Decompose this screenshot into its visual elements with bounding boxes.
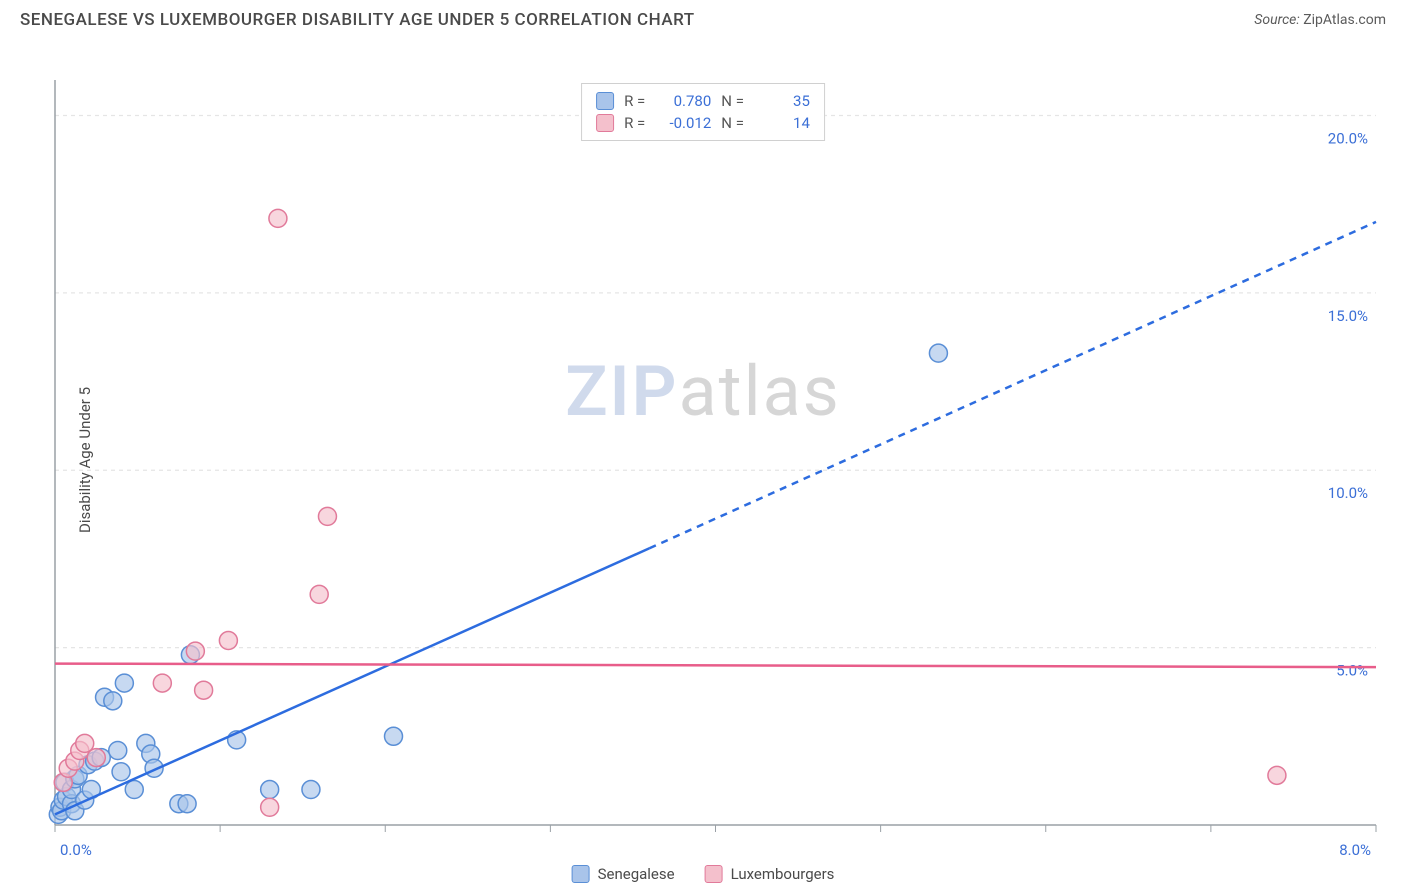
y-axis-label: Disability Age Under 5 [76, 387, 94, 533]
legend-swatch-senegalese [572, 865, 590, 883]
svg-text:10.0%: 10.0% [1328, 484, 1368, 502]
r-label: R = [624, 114, 645, 132]
legend-item-luxembourgers: Luxembourgers [705, 865, 835, 883]
svg-text:15.0%: 15.0% [1328, 307, 1368, 325]
correlation-row-luxembourgers: R = -0.012 N = 14 [596, 112, 810, 134]
correlation-legend: R = 0.780 N = 35 R = -0.012 N = 14 [581, 83, 825, 141]
series-legend: Senegalese Luxembourgers [572, 865, 835, 883]
swatch-luxembourgers [596, 114, 614, 132]
chart-container: Disability Age Under 5 5.0% 10.0% 15.0% 20.… [0, 35, 1406, 885]
n-value-senegalese: 35 [754, 92, 810, 110]
scatter-chart: 5.0% 10.0% 15.0% 20.0% 0.0% 8.0% [0, 35, 1406, 885]
legend-item-senegalese: Senegalese [572, 865, 675, 883]
svg-text:20.0%: 20.0% [1328, 129, 1368, 147]
svg-text:8.0%: 8.0% [1339, 841, 1371, 859]
source-label: Source: [1254, 12, 1299, 28]
swatch-senegalese [596, 92, 614, 110]
chart-header: SENEGALESE VS LUXEMBOURGER DISABILITY AG… [0, 0, 1406, 35]
r-value-senegalese: 0.780 [655, 92, 711, 110]
svg-text:5.0%: 5.0% [1336, 662, 1368, 680]
legend-swatch-luxembourgers [705, 865, 723, 883]
n-label: N = [721, 114, 744, 132]
legend-label-luxembourgers: Luxembourgers [731, 865, 835, 883]
source-credit: Source: ZipAtlas.com [1254, 12, 1386, 28]
legend-label-senegalese: Senegalese [598, 865, 675, 883]
n-label: N = [721, 92, 744, 110]
source-name: ZipAtlas.com [1303, 12, 1386, 28]
correlation-row-senegalese: R = 0.780 N = 35 [596, 90, 810, 112]
r-label: R = [624, 92, 645, 110]
svg-text:0.0%: 0.0% [60, 841, 92, 859]
chart-title: SENEGALESE VS LUXEMBOURGER DISABILITY AG… [20, 10, 695, 30]
r-value-luxembourgers: -0.012 [655, 114, 711, 132]
n-value-luxembourgers: 14 [754, 114, 810, 132]
